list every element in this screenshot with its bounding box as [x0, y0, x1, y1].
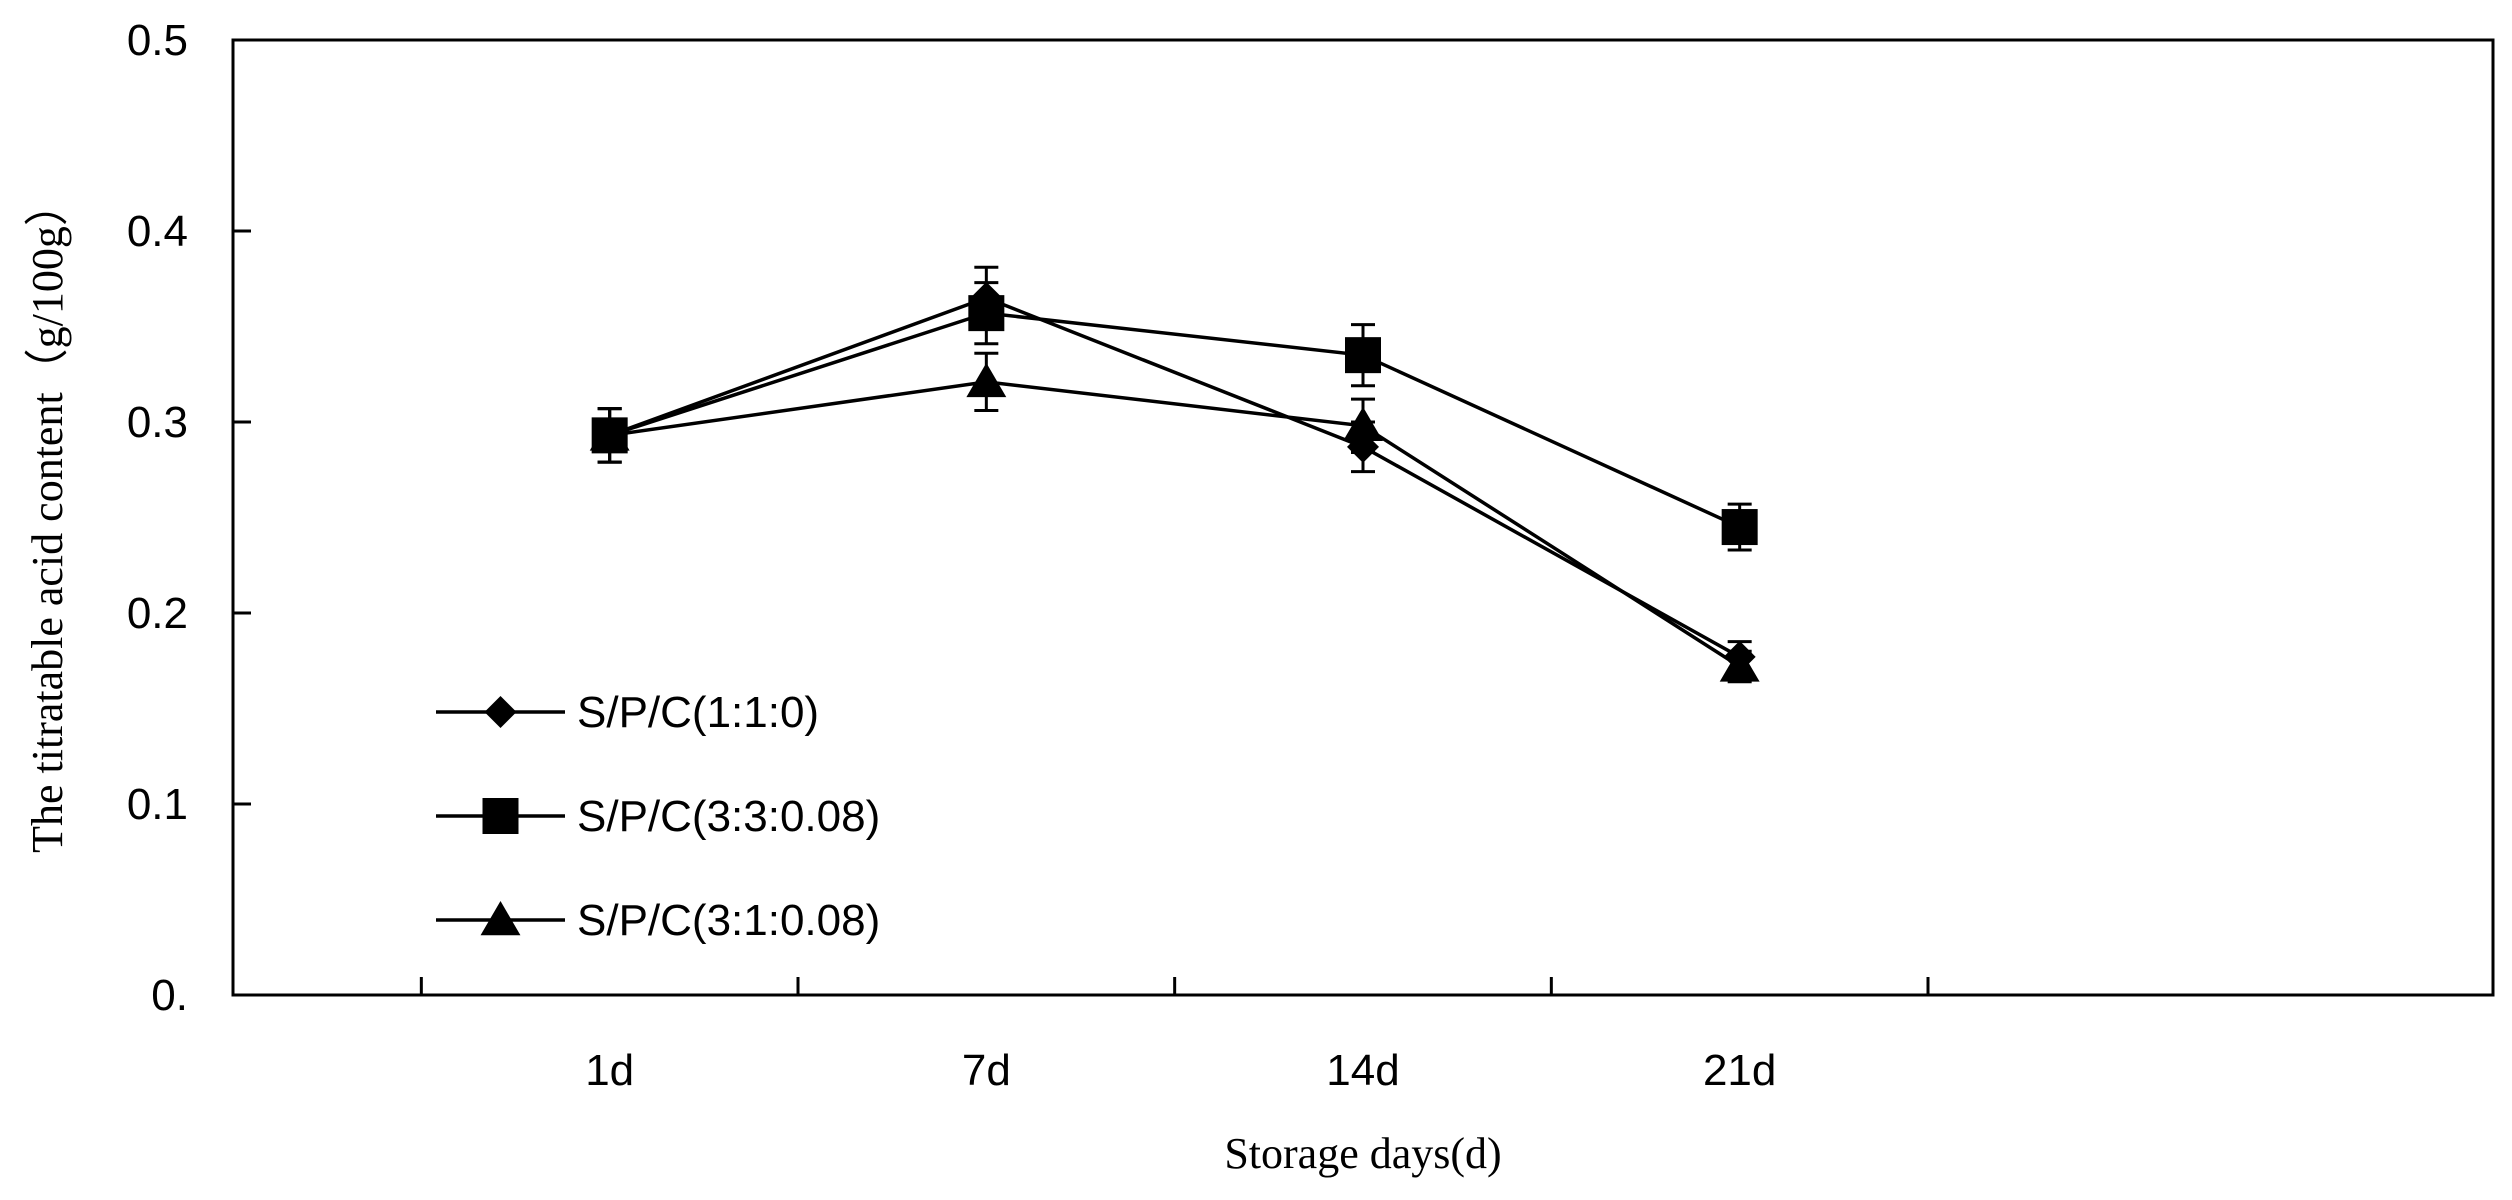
y-tick-label: 0. — [151, 971, 188, 1020]
y-tick-label: 0.1 — [127, 780, 188, 829]
legend-label: S/P/C(1:1:0) — [577, 688, 819, 737]
series-line — [609, 295, 1741, 659]
triangle-marker — [1719, 647, 1760, 682]
axes-layer: 0. 0.1 0.2 0.3 0.4 0.5 1d 7d 14d 21d — [127, 16, 2495, 1095]
y-axis-title: The titratable acid content（g/100g） — [23, 182, 72, 853]
x-tick-label: 7d — [962, 1046, 1011, 1095]
legend-entry-triangle: S/P/C(3:1:0.08) — [436, 896, 880, 945]
triangle-marker — [1343, 406, 1383, 442]
x-tick-label: 14d — [1326, 1046, 1399, 1095]
square-marker — [968, 295, 1005, 332]
square-marker — [1345, 337, 1381, 374]
y-tick-label: 0.2 — [127, 589, 188, 638]
legend: S/P/C(1:1:0) S/P/C(3:3:0.08) S/P/C(3:1:0.0… — [436, 688, 880, 945]
square-marker — [482, 798, 519, 834]
series-line — [609, 380, 1741, 668]
legend-entry-diamond: S/P/C(1:1:0) — [436, 688, 819, 737]
triangle-marker — [966, 362, 1007, 398]
legend-label: S/P/C(3:3:0.08) — [577, 792, 880, 841]
legend-entry-square: S/P/C(3:3:0.08) — [436, 792, 880, 841]
x-tick-label: 21d — [1703, 1046, 1776, 1095]
y-tick-label: 0.4 — [127, 207, 188, 256]
legend-label: S/P/C(3:1:0.08) — [577, 896, 880, 945]
square-marker — [1721, 509, 1758, 546]
x-axis-title: Storage days(d) — [1224, 1129, 1501, 1178]
series-triangle — [589, 351, 1760, 684]
series-layer — [589, 265, 1760, 684]
y-tick-label: 0.3 — [127, 398, 188, 447]
triangle-marker — [480, 901, 521, 936]
plot-frame — [231, 38, 2495, 997]
y-tick-label: 0.5 — [127, 16, 188, 65]
x-tick-label: 1d — [585, 1046, 634, 1095]
triangle-marker — [589, 416, 630, 451]
series-line — [609, 311, 1741, 529]
diamond-marker — [484, 696, 517, 728]
